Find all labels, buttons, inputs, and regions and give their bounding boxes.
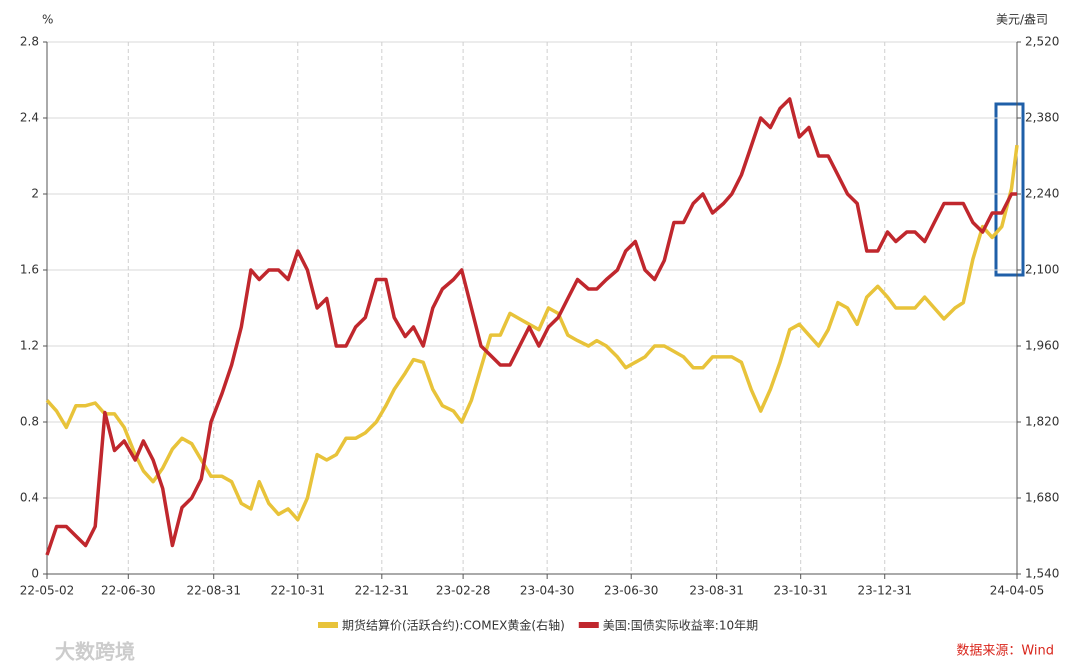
x-tick-label: 23-10-31 (773, 584, 827, 598)
y2-tick-label: 2,520 (1025, 35, 1059, 49)
y2-tick-label: 1,540 (1025, 567, 1059, 581)
x-tick-label: 22-06-30 (101, 584, 155, 598)
y-tick-label: 1.6 (20, 263, 39, 277)
x-tick-label: 23-06-30 (604, 584, 658, 598)
x-tick-label: 22-05-02 (20, 584, 74, 598)
y-tick-label: 2 (31, 187, 39, 201)
x-tick-label: 23-04-30 (520, 584, 574, 598)
highlight-box (994, 102, 1025, 277)
y-tick-label: 2.8 (20, 35, 39, 49)
x-tick-label: 24-04-05 (990, 584, 1044, 598)
line-series (45, 97, 1017, 556)
x-tick-label: 23-02-28 (436, 584, 490, 598)
y-tick-label: 0.4 (20, 491, 39, 505)
legend-label: 期货结算价(活跃合约):COMEX黄金(右轴) (342, 618, 565, 633)
y2-tick-label: 2,240 (1025, 187, 1059, 201)
x-tick-label: 22-08-31 (186, 584, 240, 598)
source: 数据来源：Wind (956, 644, 1054, 659)
y-tick-label: 0 (31, 567, 39, 581)
y2-tick-label: 1,680 (1025, 491, 1059, 505)
x-tick-label: 23-12-31 (857, 584, 911, 598)
y2-tick-label: 1,820 (1025, 415, 1059, 429)
y2-tick-label: 1,960 (1025, 339, 1059, 353)
y-tick-label: 2.4 (20, 111, 39, 125)
x-tick-label: 22-10-31 (271, 584, 325, 598)
y2-tick-label: 2,100 (1025, 263, 1059, 277)
y-tick-label: 0.8 (20, 415, 39, 429)
x-tick-label: 23-08-31 (689, 584, 743, 598)
line-series (45, 144, 1019, 522)
legend-swatch (318, 622, 338, 628)
y2-axis-label: 美元/盎司 (996, 13, 1048, 27)
legend-label: 美国:国债实际收益率:10年期 (603, 618, 758, 633)
y2-tick-label: 2,380 (1025, 111, 1059, 125)
x-tick-label: 22-12-31 (355, 584, 409, 598)
y-tick-label: 1.2 (20, 339, 39, 353)
y-axis-label: % (42, 13, 53, 27)
watermark: 大数跨境 (55, 640, 135, 664)
legend-swatch (578, 622, 599, 628)
